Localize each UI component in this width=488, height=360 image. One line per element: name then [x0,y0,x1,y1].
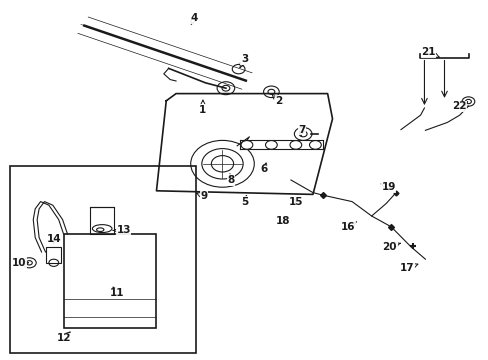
Text: 1: 1 [199,100,206,115]
Text: 14: 14 [46,234,61,244]
Text: 3: 3 [240,54,247,68]
Text: 20: 20 [382,242,400,252]
Circle shape [265,140,277,149]
Bar [63,234,156,328]
Text: 18: 18 [275,216,289,226]
Text: 7: 7 [298,125,305,136]
Text: 15: 15 [288,197,303,207]
Text: 19: 19 [380,182,395,192]
Circle shape [309,140,321,149]
Text: 12: 12 [56,332,71,343]
Circle shape [241,140,252,149]
Text: 13: 13 [113,225,131,235]
Text: 22: 22 [451,101,467,111]
Text: 11: 11 [110,287,124,298]
Bar [46,247,61,263]
Text: 16: 16 [340,222,355,232]
Text: 8: 8 [227,174,234,185]
Text: 4: 4 [190,13,198,24]
Bar [10,166,195,353]
Circle shape [289,140,301,149]
Text: 2: 2 [272,94,282,106]
Text: 6: 6 [260,163,267,174]
Text: 21: 21 [420,47,438,57]
Bar [90,207,114,234]
Text: 10: 10 [12,258,28,268]
Text: 9: 9 [196,191,207,201]
Text: 5: 5 [241,195,247,207]
Text: 17: 17 [399,263,417,273]
